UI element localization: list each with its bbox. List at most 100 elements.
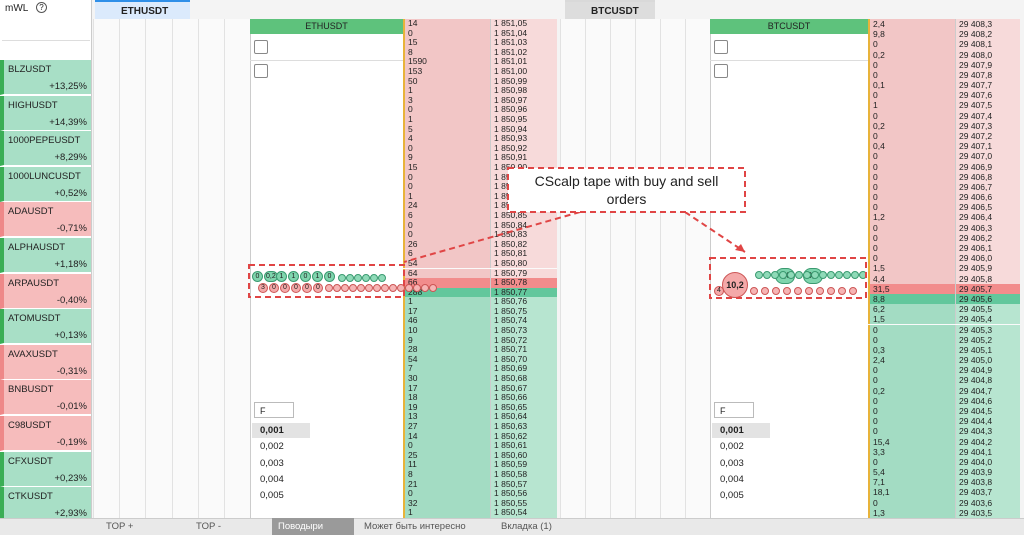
trade-bubble (397, 284, 405, 292)
tick-size[interactable]: 0,001 (712, 423, 770, 438)
trade-bubble (835, 271, 843, 279)
volume-cell: 1,2 (868, 212, 955, 223)
volume-cell: 7 (403, 364, 490, 375)
price-cell: 29 406,9 (955, 161, 1020, 172)
volume-cell: 31,5 (868, 283, 955, 294)
tick-selector[interactable]: F (254, 402, 294, 418)
tick-size[interactable]: 0,003 (260, 457, 284, 469)
trade-bubble (771, 271, 779, 279)
watch-item[interactable]: C98USDT -0,19% (0, 416, 91, 451)
panel-tab[interactable]: BTCUSDT (565, 0, 655, 19)
price-cell: 1 850,58 (490, 469, 557, 480)
symbol: BLZUSDT (8, 64, 52, 75)
tick-size[interactable]: 0,002 (720, 441, 744, 453)
bottom-tab[interactable]: TOP - (196, 521, 221, 532)
price-cell: 1 850,76 (490, 297, 557, 307)
volume-cell: 0,2 (868, 120, 955, 131)
column-divider (660, 19, 661, 518)
settings-button[interactable] (714, 64, 728, 78)
sell-trade: 0 (269, 283, 279, 293)
trade-bubble (849, 287, 857, 295)
sell-trade: 0 (280, 283, 290, 293)
price-cell: 29 407,8 (955, 69, 1020, 81)
bottom-tab[interactable]: Поводыри (272, 518, 354, 535)
buy-trade: 0 (252, 271, 263, 282)
column-divider (223, 19, 225, 518)
help-icon[interactable]: ? (36, 2, 47, 13)
volume-cell: 3 (403, 95, 490, 106)
trade-bubble (378, 274, 386, 282)
watch-item[interactable]: BLZUSDT +13,25% (0, 60, 91, 95)
watch-item[interactable]: HIGHUSDT +14,39% (0, 95, 91, 131)
price-cell: 29 407,5 (955, 100, 1020, 111)
price-cell: 29 404,2 (955, 436, 1020, 447)
tick-size[interactable]: 0,005 (720, 490, 744, 502)
volume-cell: 9 (403, 153, 490, 163)
price-cell: 29 407,7 (955, 80, 1020, 91)
volume-cell: 0 (868, 365, 955, 376)
trade-bubble (761, 287, 769, 295)
watch-item[interactable]: 1000LUNCUSDT +0,52% (0, 166, 91, 202)
price-cell: 1 851,02 (490, 47, 557, 58)
price-cell: 29 403,6 (955, 497, 1020, 508)
change: +14,39% (49, 116, 87, 128)
watch-item[interactable]: AVAXUSDT -0,31% (0, 344, 91, 380)
column-divider (685, 19, 686, 518)
bottom-tab[interactable]: Может быть интересно (364, 521, 466, 532)
tick-size[interactable]: 0,005 (260, 490, 284, 502)
volume-cell: 18,1 (868, 487, 955, 498)
price-cell: 1 851,05 (490, 18, 557, 29)
volume-cell: 0 (868, 375, 955, 386)
column-divider (119, 19, 121, 518)
price-cell: 29 406,3 (955, 222, 1020, 233)
trade-bubble (772, 287, 780, 295)
volume-cell: 26 (403, 239, 490, 250)
trade-bubble (357, 284, 365, 292)
watch-item[interactable]: ADAUSDT -0,71% (0, 202, 91, 238)
watchlist-title: mWL (5, 3, 29, 14)
price-cell: 29 407,0 (955, 151, 1020, 162)
volume-cell: 0 (403, 182, 490, 192)
tick-size[interactable]: 0,001 (252, 423, 310, 438)
volume-cell: 1,5 (868, 263, 955, 274)
volume-cell: 0 (868, 395, 955, 406)
watch-item[interactable]: ATOMUSDT +0,13% (0, 309, 91, 345)
volume-cell: 4 (403, 134, 490, 144)
trade-bubble (370, 274, 378, 282)
tick-size[interactable]: 0,004 (720, 473, 744, 485)
change: +1,18% (54, 259, 88, 270)
watch-item[interactable]: ARPAUSDT -0,40% (0, 273, 91, 309)
settings-button[interactable] (254, 40, 268, 54)
volume-cell: 15 (403, 38, 490, 48)
volume-cell: 0 (868, 69, 955, 81)
price-cell: 1 850,60 (490, 450, 557, 461)
trade-bubble (750, 287, 758, 295)
settings-button[interactable] (254, 64, 268, 78)
bottom-tab[interactable]: TOP + (106, 521, 134, 532)
volume-cell: 18 (403, 393, 490, 403)
price-cell: 1 850,57 (490, 479, 557, 490)
tick-size[interactable]: 0,002 (260, 441, 284, 453)
price-cell: 1 850,74 (490, 316, 557, 327)
buy-trade: 1 (288, 271, 299, 282)
bottom-tab[interactable]: Вкладка (1) (501, 521, 552, 532)
watch-item[interactable]: 1000PEPEUSDT +8,29% (0, 131, 91, 167)
watch-item[interactable]: CTKUSDT +2,93% (0, 487, 91, 523)
volume-cell: 0 (868, 232, 955, 244)
volume-cell: 0 (868, 202, 955, 213)
price-cell: 29 404,8 (955, 375, 1020, 386)
column-divider (610, 19, 611, 518)
volume-cell: 15,4 (868, 436, 955, 447)
watch-item[interactable]: CFXUSDT +0,23% (0, 451, 91, 487)
tick-size[interactable]: 0,004 (260, 473, 284, 485)
volume-cell: 7,1 (868, 477, 955, 488)
watch-item[interactable]: ALPHAUSDT +1,18% (0, 238, 91, 273)
tick-size[interactable]: 0,003 (720, 457, 744, 469)
price-cell: 1 850,92 (490, 143, 557, 154)
watch-item[interactable]: BNBUSDT -0,01% (0, 380, 91, 416)
panel-tab[interactable]: ETHUSDT (95, 0, 190, 19)
price-cell: 1 850,70 (490, 354, 557, 365)
tick-selector[interactable]: F (714, 402, 754, 418)
volume-cell: 2,4 (868, 19, 955, 30)
settings-button[interactable] (714, 40, 728, 54)
